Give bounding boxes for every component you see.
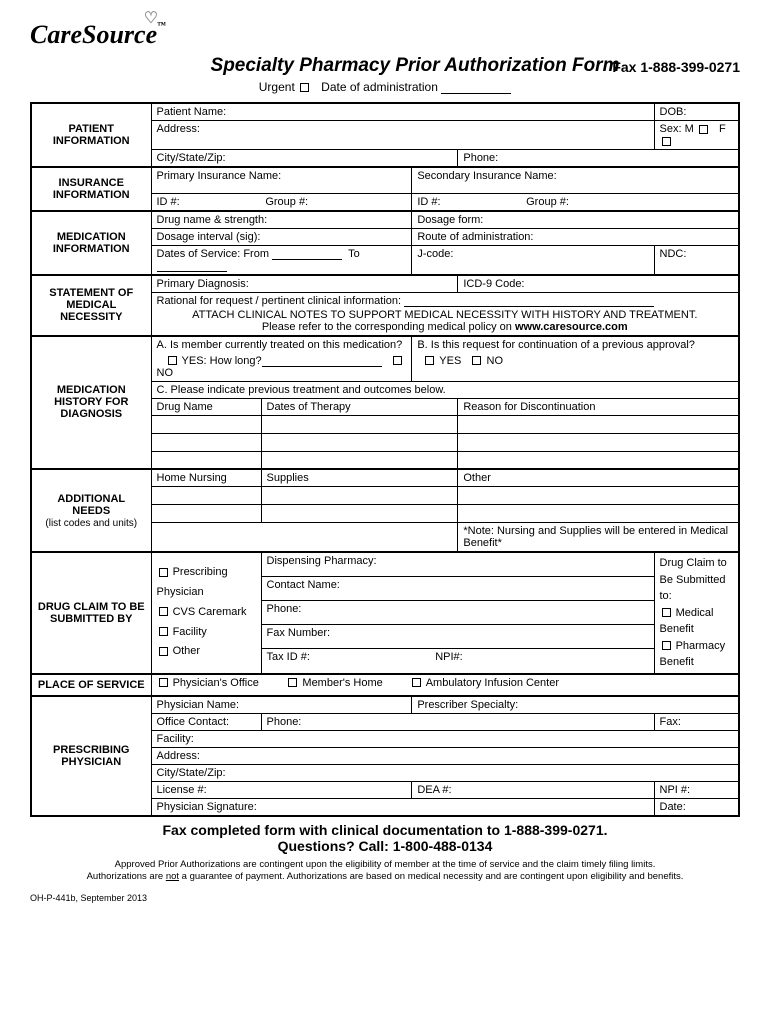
icd9-field[interactable]: ICD-9 Code:	[458, 275, 739, 293]
form-table: PATIENT INFORMATION Patient Name: DOB: A…	[30, 102, 740, 817]
heart-icon: ♡	[144, 8, 158, 28]
patient-sex-field[interactable]: Sex: M F	[654, 121, 739, 150]
history-col-dates: Dates of Therapy	[261, 398, 458, 415]
history-col-reason: Reason for Discontinuation	[458, 398, 739, 415]
prescriber-phone-field[interactable]: Phone:	[261, 713, 654, 730]
contact-name-field[interactable]: Contact Name:	[261, 577, 654, 601]
refer-note: Please refer to the corresponding medica…	[262, 321, 515, 333]
urgent-label: Urgent	[259, 80, 295, 94]
date-admin-label: Date of administration	[321, 80, 438, 94]
secondary-insurance-field[interactable]: Secondary Insurance Name:	[412, 167, 739, 193]
history-row-2-reason[interactable]	[458, 433, 739, 451]
drug-name-field[interactable]: Drug name & strength:	[151, 211, 412, 229]
patient-address-field[interactable]: Address:	[151, 121, 654, 150]
insurance-section-label: INSURANCE INFORMATION	[31, 167, 151, 211]
history-row-3-drug[interactable]	[151, 451, 261, 469]
prescriber-csz-field[interactable]: City/State/Zip:	[151, 764, 739, 781]
primary-insurance-field[interactable]: Primary Insurance Name:	[151, 167, 412, 193]
urgent-checkbox[interactable]	[300, 83, 309, 92]
additional-section-label: ADDITIONAL NEEDS(list codes and units)	[31, 469, 151, 552]
prescriber-facility-field[interactable]: Facility:	[151, 730, 739, 747]
claim-phone-field[interactable]: Phone:	[261, 601, 654, 625]
physician-name-field[interactable]: Physician Name:	[151, 696, 412, 714]
additional-row-1-a[interactable]	[151, 487, 261, 505]
additional-row-2-c[interactable]	[458, 505, 739, 523]
patient-dob-field[interactable]: DOB:	[654, 103, 739, 121]
history-b-question: B. Is this request for continuation of a…	[412, 336, 739, 353]
patient-csz-field[interactable]: City/State/Zip:	[151, 150, 458, 168]
primary-id-group[interactable]: ID #: Group #:	[151, 193, 412, 211]
logo-text: CareSource	[30, 20, 157, 49]
website-link: www.caresource.com	[515, 321, 628, 333]
footer: Fax completed form with clinical documen…	[30, 822, 740, 884]
history-row-1-drug[interactable]	[151, 415, 261, 433]
claim-submitter-options[interactable]: Prescribing Physician CVS Caremark Facil…	[151, 552, 261, 674]
prescriber-date-field[interactable]: Date:	[654, 798, 739, 816]
history-row-3-reason[interactable]	[458, 451, 739, 469]
history-c-label: C. Please indicate previous treatment an…	[151, 381, 739, 398]
history-row-1-dates[interactable]	[261, 415, 458, 433]
primary-diagnosis-field[interactable]: Primary Diagnosis:	[151, 275, 458, 293]
additional-row-2-a[interactable]	[151, 505, 261, 523]
secondary-id-group[interactable]: ID #: Group #:	[412, 193, 739, 211]
prescriber-npi-field[interactable]: NPI #:	[654, 781, 739, 798]
additional-row-1-c[interactable]	[458, 487, 739, 505]
footer-disclaimer: Approved Prior Authorizations are contin…	[30, 859, 740, 884]
supplies-field[interactable]: Supplies	[261, 469, 458, 487]
additional-note: *Note: Nursing and Supplies will be ente…	[458, 523, 739, 553]
home-nursing-field[interactable]: Home Nursing	[151, 469, 261, 487]
claim-tax-npi-field[interactable]: Tax ID #: NPI#:	[261, 649, 654, 674]
footer-questions: Questions? Call: 1-800-488-0134	[30, 838, 740, 854]
footer-fax: Fax completed form with clinical documen…	[30, 822, 740, 838]
history-section-label: MEDICATION HISTORY FOR DIAGNOSIS	[31, 336, 151, 470]
dispensing-pharmacy-field[interactable]: Dispensing Pharmacy:	[261, 552, 654, 577]
logo: ♡ CareSource™	[30, 20, 166, 50]
place-options[interactable]: Physician's Office Member's Home Ambulat…	[151, 674, 739, 696]
dosage-form-field[interactable]: Dosage form:	[412, 211, 739, 229]
additional-row-3[interactable]	[151, 523, 458, 553]
claim-submitted-to[interactable]: Drug Claim to Be Submitted to: Medical B…	[654, 552, 739, 674]
urgent-row: Urgent Date of administration	[30, 80, 740, 94]
patient-name-field[interactable]: Patient Name:	[151, 103, 654, 121]
fax-number-top: Fax 1-888-399-0271	[612, 59, 740, 75]
history-row-3-dates[interactable]	[261, 451, 458, 469]
necessity-section-label: STATEMENT OF MEDICAL NECESSITY	[31, 275, 151, 336]
history-col-drugname: Drug Name	[151, 398, 261, 415]
medication-section-label: MEDICATION INFORMATION	[31, 211, 151, 275]
patient-phone-field[interactable]: Phone:	[458, 150, 739, 168]
rational-field[interactable]: Rational for request / pertinent clinica…	[151, 292, 739, 336]
prescriber-specialty-field[interactable]: Prescriber Specialty:	[412, 696, 739, 714]
history-b-answer[interactable]: YES NO	[412, 353, 739, 382]
office-contact-field[interactable]: Office Contact:	[151, 713, 261, 730]
attach-note: ATTACH CLINICAL NOTES TO SUPPORT MEDICAL…	[192, 309, 697, 321]
claim-fax-field[interactable]: Fax Number:	[261, 625, 654, 649]
ndc-field[interactable]: NDC:	[654, 245, 739, 275]
history-a-question: A. Is member currently treated on this m…	[151, 336, 412, 353]
history-row-2-dates[interactable]	[261, 433, 458, 451]
history-a-answer[interactable]: YES: How long? NO	[151, 353, 412, 382]
dosage-interval-field[interactable]: Dosage interval (sig):	[151, 228, 412, 245]
place-section-label: PLACE OF SERVICE	[31, 674, 151, 696]
prescriber-address-field[interactable]: Address:	[151, 747, 739, 764]
dea-field[interactable]: DEA #:	[412, 781, 654, 798]
form-id: OH-P-441b, September 2013	[30, 893, 740, 903]
prescriber-fax-field[interactable]: Fax:	[654, 713, 739, 730]
dates-service-field[interactable]: Dates of Service: From To	[151, 245, 412, 275]
jcode-field[interactable]: J-code:	[412, 245, 654, 275]
route-field[interactable]: Route of administration:	[412, 228, 739, 245]
date-admin-field[interactable]	[441, 83, 511, 94]
logo-tm: ™	[157, 20, 166, 30]
license-field[interactable]: License #:	[151, 781, 412, 798]
other-needs-field[interactable]: Other	[458, 469, 739, 487]
history-row-1-reason[interactable]	[458, 415, 739, 433]
header: ♡ CareSource™	[30, 20, 740, 50]
additional-row-1-b[interactable]	[261, 487, 458, 505]
additional-row-2-b[interactable]	[261, 505, 458, 523]
history-row-2-drug[interactable]	[151, 433, 261, 451]
title-row: Specialty Pharmacy Prior Authorization F…	[30, 55, 740, 77]
prescriber-section-label: PRESCRIBING PHYSICIAN	[31, 696, 151, 816]
patient-section-label: PATIENT INFORMATION	[31, 103, 151, 167]
signature-field[interactable]: Physician Signature:	[151, 798, 654, 816]
claim-section-label: DRUG CLAIM TO BE SUBMITTED BY	[31, 552, 151, 674]
